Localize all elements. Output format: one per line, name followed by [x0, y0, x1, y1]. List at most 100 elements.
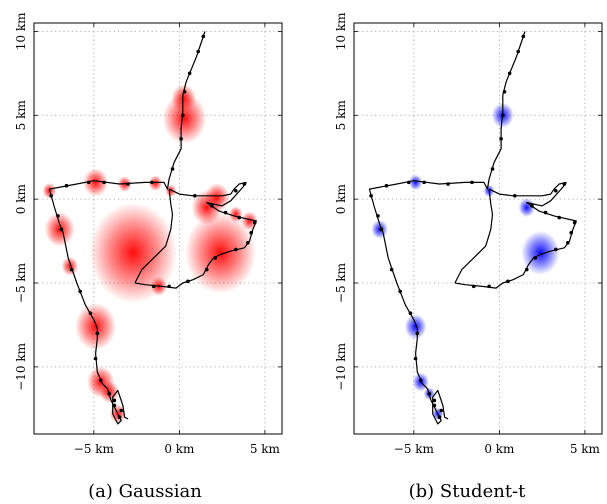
observation-point: [572, 220, 577, 225]
x-tick-label: −5 km: [394, 442, 435, 456]
y-tick-label: 0 km: [334, 183, 348, 214]
observation-point: [95, 331, 100, 336]
observation-point: [499, 136, 503, 141]
y-tick-label: −5 km: [334, 262, 348, 303]
observation-point: [376, 214, 380, 218]
x-tick-label: 5 km: [250, 442, 281, 456]
observation-point: [213, 256, 218, 260]
observation-point: [119, 408, 124, 413]
observation-point: [516, 49, 520, 54]
observation-point: [437, 415, 442, 420]
observation-point: [245, 240, 250, 245]
observation-point: [557, 215, 562, 220]
observation-point: [384, 183, 389, 188]
uncertainty-blob: [228, 206, 243, 223]
observation-point: [181, 113, 185, 118]
uncertainty-blob: [204, 183, 230, 212]
observation-point: [78, 289, 82, 294]
uncertainty-blob: [83, 168, 108, 197]
observation-point: [204, 267, 209, 272]
observation-point: [406, 180, 411, 185]
observation-point: [167, 284, 171, 289]
observation-point: [223, 210, 228, 215]
y-tick-label: 5 km: [334, 100, 348, 131]
uncertainty-blob: [521, 230, 560, 275]
x-tick-label: 0 km: [164, 442, 195, 456]
observation-point: [86, 180, 91, 185]
observation-point: [112, 403, 117, 408]
y-tick-label: 10 km: [334, 12, 348, 50]
panel-gaussian: −5 km 0 km 5 km 10 km 5 km 0 km −5 km −10 km: [14, 12, 283, 456]
observation-point: [427, 391, 432, 396]
observation-point: [512, 193, 517, 198]
observation-point: [439, 408, 444, 413]
observation-point: [432, 398, 437, 403]
observation-point: [501, 113, 505, 118]
observation-point: [524, 267, 529, 272]
observation-point: [471, 284, 476, 289]
plot-frame: [353, 22, 603, 435]
observation-point: [170, 167, 175, 171]
y-tick-label: −5 km: [14, 262, 28, 303]
uncertainty-blob: [61, 256, 79, 276]
observation-point: [418, 378, 423, 383]
observation-point: [187, 71, 192, 76]
observation-point: [234, 188, 238, 193]
observation-point: [186, 279, 190, 284]
observation-point: [64, 183, 69, 188]
trajectory-line: [134, 181, 257, 289]
observation-point: [196, 49, 200, 54]
observation-point: [408, 311, 413, 316]
observation-point: [112, 398, 117, 403]
plot-frame: [33, 22, 283, 435]
observation-point: [554, 247, 558, 252]
observation-point: [530, 204, 534, 208]
x-tick-label: 0 km: [484, 442, 515, 456]
uncertainty-blob: [404, 314, 427, 340]
observation-point: [490, 167, 495, 171]
uncertainty-blob: [408, 174, 423, 191]
y-tick-label: 5 km: [14, 100, 28, 131]
observation-point: [432, 403, 437, 408]
observation-point: [210, 204, 214, 208]
observation-point: [107, 391, 112, 396]
observation-point: [398, 289, 402, 294]
uncertainty-blob: [241, 211, 258, 231]
observation-point: [562, 182, 567, 186]
uncertainty-blob: [75, 303, 117, 351]
observation-point: [470, 180, 474, 185]
observation-point: [59, 227, 64, 232]
caption-gaussian: (a) Gaussian: [88, 481, 202, 502]
trajectory-line: [368, 31, 526, 425]
uncertainty-blob: [171, 84, 196, 113]
x-tick-label: −5 km: [74, 442, 115, 456]
observation-point: [151, 284, 156, 289]
observation-point: [192, 193, 197, 198]
observation-point: [49, 193, 53, 198]
caption-student-t: (b) Student-t: [409, 481, 527, 502]
uncertainty-blob: [184, 211, 257, 294]
y-tick-label: 0 km: [14, 183, 28, 214]
observation-point: [102, 180, 106, 185]
observation-point: [88, 311, 93, 316]
observation-point: [249, 230, 254, 235]
observation-point: [369, 193, 373, 198]
observation-point: [422, 180, 426, 185]
observation-point: [569, 230, 574, 235]
observation-point: [415, 331, 420, 336]
observation-point: [502, 89, 507, 94]
observation-point: [234, 247, 238, 252]
uncertainty-blob: [165, 184, 177, 198]
x-tick-label: 5 km: [570, 442, 601, 456]
observation-point: [126, 182, 130, 186]
observation-point: [379, 227, 384, 232]
observation-point: [554, 188, 558, 193]
observation-point: [543, 210, 548, 215]
y-tick-label: 10 km: [14, 12, 28, 50]
observation-point: [565, 240, 570, 245]
observation-point: [389, 267, 394, 272]
observation-point: [179, 136, 183, 141]
observation-point: [150, 180, 154, 185]
y-tick-label: −10 km: [334, 342, 348, 390]
